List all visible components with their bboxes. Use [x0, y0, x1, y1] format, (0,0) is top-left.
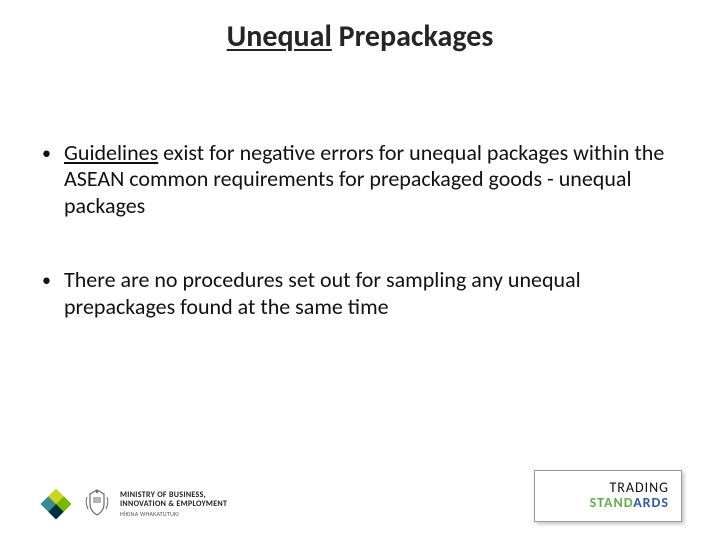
- bullet-item: • Guidelines exist for negative errors f…: [42, 140, 672, 219]
- trading-standards-logo: TRADING STANDARDS: [534, 470, 682, 522]
- ts-line2-left: STAND: [590, 494, 634, 511]
- ts-line1: TRADING: [609, 481, 669, 495]
- slide-title: Unequal Prepackages: [0, 18, 720, 55]
- mbie-logo: MINISTRY OF BUSINESS, INNOVATION & EMPLO…: [38, 486, 227, 522]
- bullet-rest: There are no procedures set out for samp…: [64, 266, 581, 319]
- mbie-line2: INNOVATION & EMPLOYMENT: [120, 500, 227, 509]
- mbie-text: MINISTRY OF BUSINESS, INNOVATION & EMPLO…: [120, 491, 227, 517]
- bullet-dot: •: [42, 267, 64, 320]
- ts-line2-right: ARDS: [633, 494, 669, 511]
- bullet-dot: •: [42, 140, 64, 219]
- title-underlined-word: Unequal: [227, 18, 332, 55]
- nz-crest-icon: [84, 489, 110, 519]
- slide: Unequal Prepackages • Guidelines exist f…: [0, 0, 720, 540]
- bullet-text: Guidelines exist for negative errors for…: [64, 140, 672, 219]
- slide-footer: MINISTRY OF BUSINESS, INNOVATION & EMPLO…: [38, 466, 682, 522]
- slide-body: • Guidelines exist for negative errors f…: [42, 140, 672, 368]
- mbie-line3: HĪKINA WHAKATUTUKI: [120, 511, 227, 518]
- title-rest: Prepackages: [332, 18, 493, 55]
- ts-line2: STANDARDS: [590, 495, 669, 512]
- bullet-item: • There are no procedures set out for sa…: [42, 267, 672, 320]
- mbie-diamond-icon: [38, 486, 74, 522]
- bullet-text: There are no procedures set out for samp…: [64, 267, 672, 320]
- bullet-underlined: Guidelines: [64, 139, 158, 166]
